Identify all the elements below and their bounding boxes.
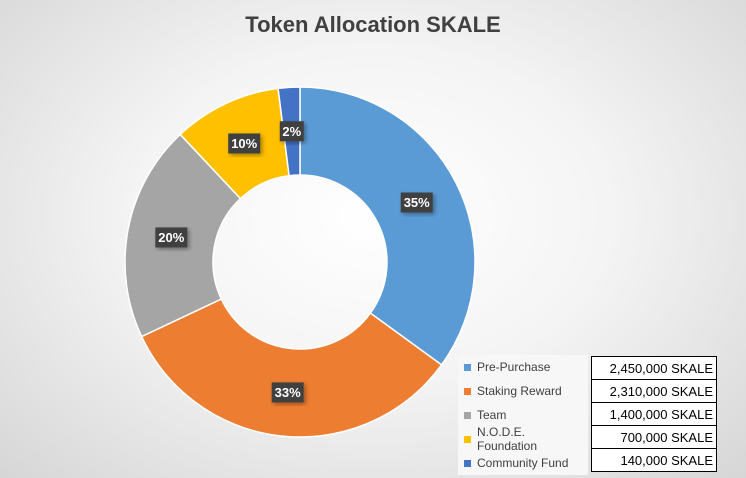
legend-swatch: [464, 435, 471, 443]
legend-swatch: [464, 459, 471, 467]
legend: Pre-Purchase Staking Reward Team N.O.D.E. F…: [458, 355, 588, 475]
table-row: 2,310,000 SKALE: [591, 379, 717, 403]
table-row: 2,450,000 SKALE: [591, 356, 717, 380]
legend-label: Community Fund: [477, 456, 569, 470]
legend-label: N.O.D.E. Foundation: [476, 425, 538, 453]
data-label-team: 20%: [155, 227, 188, 248]
chart-title: Token Allocation SKALE: [245, 12, 501, 37]
data-label-community-fund: 2%: [279, 121, 304, 142]
data-label-staking-reward: 33%: [271, 382, 304, 403]
table-row: 700,000 SKALE: [591, 425, 717, 449]
data-label-box: [155, 227, 188, 248]
data-label-text: 10%: [231, 136, 257, 151]
data-label-box: [279, 121, 304, 142]
legend-item-pre-purchase: Pre-Purchase: [464, 358, 550, 376]
legend-item-staking-reward: Staking Reward: [464, 382, 562, 400]
legend-swatch: [464, 387, 471, 395]
allocation-amount-table: 2,450,000 SKALE 2,310,000 SKALE 1,400,000 …: [591, 356, 717, 472]
data-label-text: 35%: [404, 195, 430, 210]
legend-swatch: [464, 411, 471, 419]
legend-label: Staking Reward: [477, 384, 562, 398]
data-label-box: [400, 192, 433, 213]
data-label-box: [228, 133, 261, 154]
amount-cell: 2,450,000 SKALE: [591, 356, 717, 380]
slice-staking-reward: [140, 298, 443, 438]
legend-swatch: [464, 363, 471, 371]
slice-pre-purchase: [299, 86, 476, 366]
data-label-text: 33%: [275, 385, 301, 400]
data-label-text: 2%: [282, 124, 301, 139]
data-label-pre-purchase: 35%: [400, 192, 433, 213]
legend-label: Pre-Purchase: [477, 360, 551, 374]
legend-item-team: Team: [464, 406, 506, 424]
data-label-text: 20%: [158, 230, 184, 245]
amount-cell: 1,400,000 SKALE: [591, 402, 717, 426]
legend-item-community-fund: Community Fund: [464, 454, 568, 472]
table-row: 140,000 SKALE: [591, 448, 717, 472]
data-label-n-o-d-e-foundation: 10%: [228, 133, 261, 154]
table-row: 1,400,000 SKALE: [591, 402, 717, 426]
amount-cell: 700,000 SKALE: [591, 425, 717, 449]
legend-label: Team: [477, 408, 507, 422]
amount-cell: 2,310,000 SKALE: [591, 379, 717, 403]
data-label-box: [271, 382, 304, 403]
amount-cell: 140,000 SKALE: [591, 448, 717, 472]
legend-item-n-o-d-e-foundation: N.O.D.E. Foundation: [464, 425, 588, 453]
